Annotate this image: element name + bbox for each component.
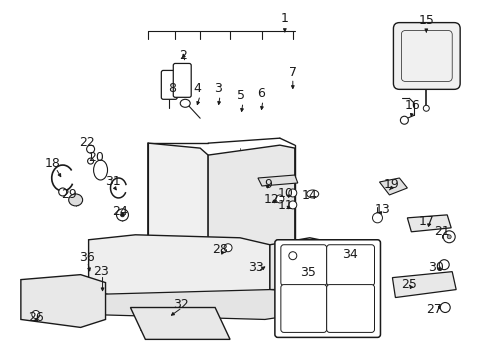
Text: 34: 34 <box>341 248 357 261</box>
Text: 8: 8 <box>168 82 176 95</box>
Ellipse shape <box>68 194 82 206</box>
FancyBboxPatch shape <box>274 240 380 337</box>
Polygon shape <box>269 238 329 289</box>
Polygon shape <box>392 272 455 298</box>
Text: 36: 36 <box>79 251 94 264</box>
Text: 30: 30 <box>427 261 443 274</box>
Text: 2: 2 <box>179 49 187 62</box>
Polygon shape <box>379 178 407 195</box>
FancyBboxPatch shape <box>326 285 374 332</box>
Circle shape <box>32 310 40 319</box>
FancyBboxPatch shape <box>280 245 326 285</box>
Text: 5: 5 <box>237 89 244 102</box>
Circle shape <box>86 145 94 153</box>
Polygon shape <box>148 143 208 278</box>
Text: 20: 20 <box>87 150 103 163</box>
Text: 29: 29 <box>61 188 77 202</box>
Text: 24: 24 <box>112 205 128 219</box>
Circle shape <box>442 231 454 243</box>
Text: 18: 18 <box>45 157 61 170</box>
Ellipse shape <box>306 190 318 198</box>
FancyBboxPatch shape <box>280 285 326 332</box>
Circle shape <box>288 201 296 209</box>
Text: 12: 12 <box>264 193 279 206</box>
FancyBboxPatch shape <box>393 23 459 89</box>
Polygon shape <box>258 175 297 186</box>
Circle shape <box>224 244 232 252</box>
Text: 14: 14 <box>301 189 317 202</box>
Text: 19: 19 <box>383 179 399 192</box>
Text: 15: 15 <box>418 14 433 27</box>
FancyBboxPatch shape <box>161 71 177 99</box>
Text: 33: 33 <box>247 261 264 274</box>
Circle shape <box>423 105 428 111</box>
FancyBboxPatch shape <box>173 63 191 97</box>
Text: 17: 17 <box>418 215 433 228</box>
Circle shape <box>87 158 93 164</box>
Circle shape <box>120 213 124 217</box>
Circle shape <box>400 116 407 124</box>
Circle shape <box>275 195 283 203</box>
Text: 31: 31 <box>104 175 120 189</box>
Text: 1: 1 <box>280 12 288 25</box>
Circle shape <box>438 260 448 270</box>
Circle shape <box>59 188 66 196</box>
Polygon shape <box>88 289 329 319</box>
Polygon shape <box>407 215 450 232</box>
Ellipse shape <box>180 99 190 107</box>
Text: 4: 4 <box>193 82 201 95</box>
Text: 35: 35 <box>299 266 315 279</box>
Text: 6: 6 <box>257 87 264 100</box>
Ellipse shape <box>93 160 107 180</box>
Polygon shape <box>21 275 105 328</box>
Text: 9: 9 <box>264 179 271 192</box>
Text: 28: 28 <box>212 243 227 256</box>
Text: 16: 16 <box>404 99 419 112</box>
Text: 13: 13 <box>374 203 389 216</box>
Circle shape <box>288 189 296 197</box>
Text: 10: 10 <box>277 188 293 201</box>
Text: 3: 3 <box>214 82 222 95</box>
Text: 21: 21 <box>433 225 449 238</box>
Circle shape <box>439 302 449 312</box>
Polygon shape <box>208 145 294 278</box>
Text: 23: 23 <box>93 265 108 278</box>
Circle shape <box>372 213 382 223</box>
FancyBboxPatch shape <box>326 245 374 285</box>
Polygon shape <box>88 235 269 302</box>
Polygon shape <box>130 307 229 339</box>
Text: 22: 22 <box>79 136 94 149</box>
Text: 11: 11 <box>277 199 293 212</box>
Circle shape <box>447 235 450 239</box>
Text: 27: 27 <box>426 303 441 316</box>
Circle shape <box>116 209 128 221</box>
Circle shape <box>288 252 296 260</box>
Text: 26: 26 <box>28 311 43 324</box>
Text: 32: 32 <box>173 298 189 311</box>
Text: 7: 7 <box>288 66 296 79</box>
Text: 25: 25 <box>401 278 416 291</box>
